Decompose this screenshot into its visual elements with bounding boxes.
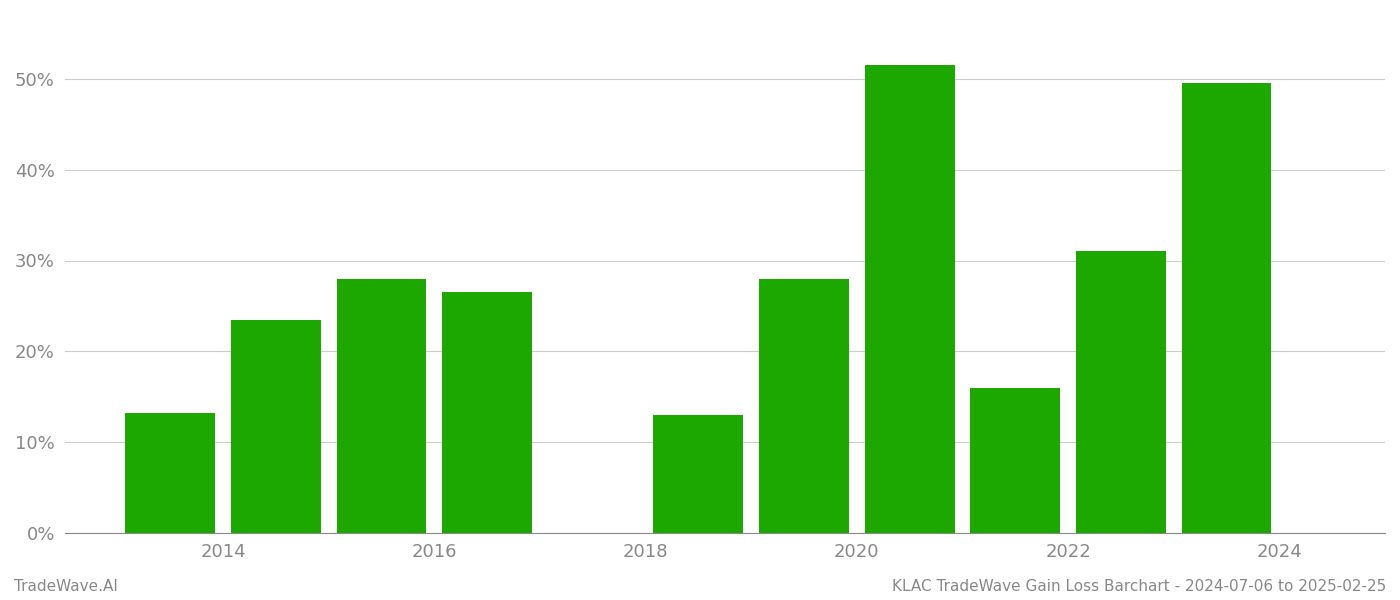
Bar bbox=[970, 388, 1060, 533]
Bar bbox=[231, 320, 321, 533]
Bar bbox=[1182, 83, 1271, 533]
Text: TradeWave.AI: TradeWave.AI bbox=[14, 579, 118, 594]
Text: KLAC TradeWave Gain Loss Barchart - 2024-07-06 to 2025-02-25: KLAC TradeWave Gain Loss Barchart - 2024… bbox=[892, 579, 1386, 594]
Bar bbox=[759, 278, 848, 533]
Bar bbox=[865, 65, 955, 533]
Bar bbox=[442, 292, 532, 533]
Bar bbox=[1077, 251, 1166, 533]
Bar bbox=[126, 413, 216, 533]
Bar bbox=[654, 415, 743, 533]
Bar bbox=[336, 278, 427, 533]
